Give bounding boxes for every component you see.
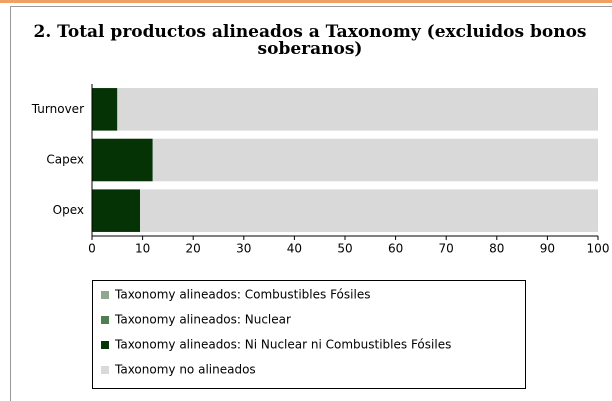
x-tick-label: 30 bbox=[236, 242, 251, 256]
legend-label: Taxonomy alineados: Combustibles Fósiles bbox=[114, 288, 370, 302]
legend-swatch bbox=[101, 291, 109, 299]
legend-label: Taxonomy no alineados bbox=[114, 363, 256, 377]
x-tick-label: 90 bbox=[540, 242, 555, 256]
legend-label: Taxonomy alineados: Nuclear bbox=[114, 313, 291, 327]
y-tick-label: Opex bbox=[53, 203, 84, 217]
x-tick-label: 50 bbox=[337, 242, 352, 256]
x-tick-label: 0 bbox=[88, 242, 96, 256]
y-tick-label: Turnover bbox=[31, 102, 84, 116]
x-tick-label: 10 bbox=[135, 242, 150, 256]
x-tick-label: 100 bbox=[587, 242, 610, 256]
bar-segment bbox=[92, 138, 153, 182]
frame bbox=[10, 6, 612, 401]
legend-swatch bbox=[101, 366, 109, 374]
legend-label: Taxonomy alineados: Ni Nuclear ni Combus… bbox=[114, 338, 451, 352]
legend-swatch bbox=[101, 316, 109, 324]
x-tick-label: 70 bbox=[439, 242, 454, 256]
chart-title: 2. Total productos alineados a Taxonomy … bbox=[33, 22, 587, 59]
legend-box bbox=[92, 280, 526, 389]
bar-segment bbox=[92, 189, 141, 232]
y-tick-label: Capex bbox=[46, 153, 84, 167]
x-tick-label: 80 bbox=[489, 242, 504, 256]
x-tick-label: 40 bbox=[287, 242, 302, 256]
bar-segment bbox=[140, 189, 598, 232]
x-tick-label: 60 bbox=[388, 242, 403, 256]
bar-segment bbox=[92, 88, 118, 131]
bar-segment bbox=[117, 88, 599, 131]
bar-segment bbox=[152, 138, 598, 182]
legend-swatch bbox=[101, 341, 109, 349]
x-tick-label: 20 bbox=[186, 242, 201, 256]
